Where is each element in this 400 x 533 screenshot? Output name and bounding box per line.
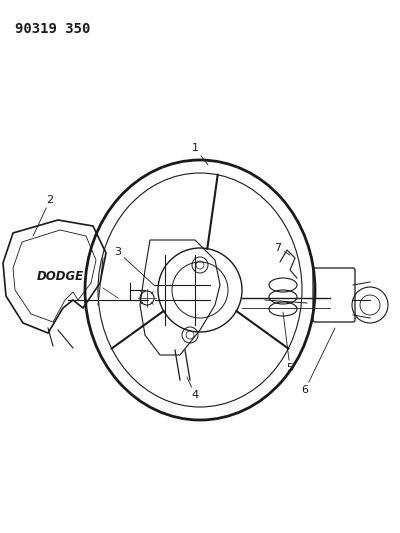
Text: 2: 2 — [33, 195, 54, 236]
Text: 6: 6 — [302, 328, 335, 395]
Text: 3: 3 — [114, 247, 155, 286]
Text: 4: 4 — [187, 377, 198, 400]
Text: 5: 5 — [283, 312, 294, 373]
Text: 90319 350: 90319 350 — [15, 22, 90, 36]
Text: 7: 7 — [274, 243, 290, 255]
Text: DODGE: DODGE — [36, 270, 84, 282]
Text: 1: 1 — [192, 143, 208, 165]
